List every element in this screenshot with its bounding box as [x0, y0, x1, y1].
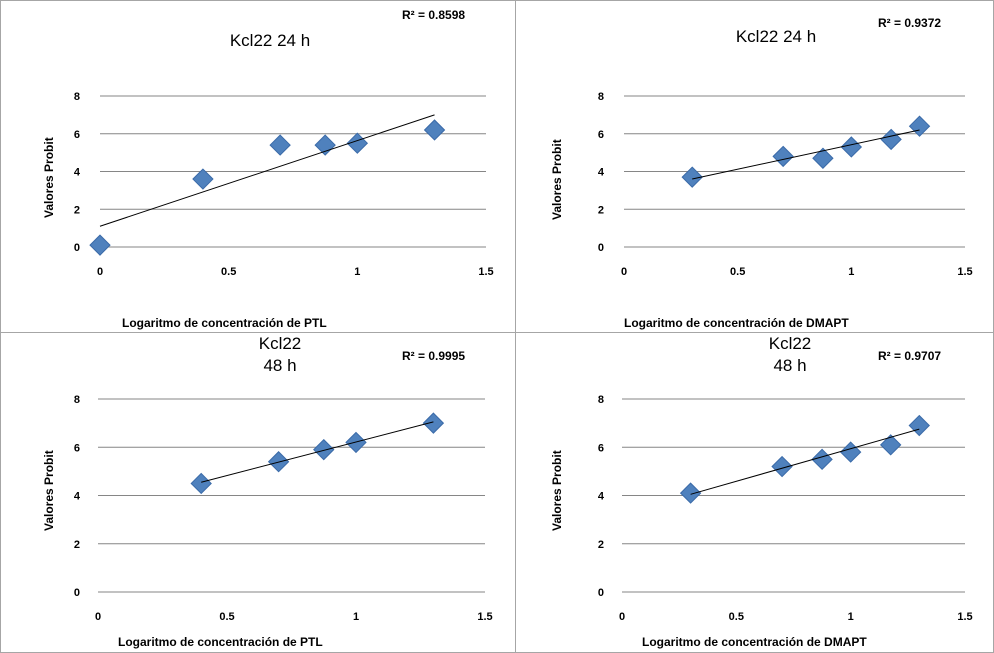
data-point: [679, 482, 702, 504]
y-tick-label: 6: [598, 129, 604, 141]
data-point: [314, 134, 336, 156]
x-tick-label: 0.5: [219, 611, 234, 623]
chart-panel-dmapt-48h: Kcl22 48 h R² = 0.9707 Valores Probit Lo…: [516, 333, 994, 653]
data-point: [879, 434, 902, 456]
r-squared-label: R² = 0.9372: [878, 16, 942, 30]
y-tick-label: 6: [74, 129, 80, 141]
chart-panel-ptl-48h: Kcl22 48 h R² = 0.9995 Valores Probit Lo…: [0, 333, 515, 653]
chart-title: Kcl22 48 h: [258, 334, 302, 375]
trendline: [201, 421, 434, 483]
data-point: [681, 166, 703, 188]
y-tick-label: 8: [74, 394, 80, 406]
chart-title: Kcl22 24 h: [735, 27, 817, 46]
data-point: [839, 441, 862, 463]
y-tick-label: 0: [74, 587, 80, 599]
plot-area: 0 2 4 6 8 0 0.5 1 1.5: [598, 91, 973, 278]
x-tick-label: 1: [848, 611, 854, 623]
r-squared-label: R² = 0.9707: [878, 349, 942, 363]
data-point: [812, 147, 834, 169]
y-tick-label: 0: [598, 587, 604, 599]
y-tick-label: 4: [598, 491, 605, 503]
x-tick-label: 1.5: [957, 611, 972, 623]
y-tick-label: 0: [598, 242, 604, 254]
x-tick-label: 1: [354, 266, 360, 278]
y-tick-label: 2: [598, 204, 604, 216]
x-tick-label: 0: [619, 611, 625, 623]
data-point: [313, 438, 335, 461]
plot-area: 0 2 4 6 8 0 0.5 1 1.5: [598, 394, 973, 623]
data-point: [269, 134, 291, 156]
y-tick-label: 8: [74, 91, 80, 103]
data-point: [423, 119, 446, 141]
y-tick-label: 4: [74, 167, 81, 179]
data-point: [771, 455, 793, 478]
y-tick-label: 2: [598, 539, 604, 551]
y-tick-label: 0: [74, 242, 80, 254]
plot-area: 0 2 4 6 8 0 0.5 1 1.5: [74, 91, 494, 278]
plot-area: 0 2 4 6 8 0 0.5 1 1.5: [74, 394, 493, 623]
r-squared-label: R² = 0.8598: [402, 8, 466, 22]
x-tick-label: 1.5: [477, 611, 492, 623]
y-tick-label: 8: [598, 394, 604, 406]
y-tick-label: 6: [74, 442, 80, 454]
y-tick-label: 6: [598, 442, 604, 454]
trendline: [99, 114, 435, 227]
chart-panel-dmapt-24h: Kcl22 24 h R² = 0.9372 Valores Probit Lo…: [516, 0, 994, 332]
data-point: [89, 234, 111, 256]
x-tick-label: 0: [97, 266, 103, 278]
x-axis-label: Logaritmo de concentración de DMAPT: [642, 635, 867, 649]
chart-panel-ptl-24h: Kcl22 24 h R² = 0.8598 Valores Probit Lo…: [0, 0, 515, 332]
x-tick-label: 0.5: [221, 266, 236, 278]
data-point: [190, 472, 212, 495]
y-tick-label: 4: [74, 491, 81, 503]
x-tick-label: 1: [353, 611, 359, 623]
r-squared-label: R² = 0.9995: [402, 349, 466, 363]
data-point: [880, 128, 902, 151]
trendline: [690, 428, 920, 495]
data-point: [840, 136, 863, 158]
y-tick-label: 2: [74, 539, 80, 551]
data-point: [908, 115, 931, 137]
data-point: [908, 414, 930, 437]
data-point: [811, 448, 833, 471]
x-tick-label: 0: [95, 611, 101, 623]
x-tick-label: 1: [848, 266, 854, 278]
data-point: [422, 412, 445, 434]
x-tick-label: 1.5: [957, 266, 972, 278]
x-axis-label: Logaritmo de concentración de PTL: [122, 316, 327, 330]
x-tick-label: 0.5: [729, 611, 744, 623]
x-tick-label: 1.5: [478, 266, 493, 278]
data-point: [772, 145, 794, 168]
y-tick-label: 4: [598, 167, 605, 179]
data-point: [346, 132, 369, 154]
x-axis-label: Logaritmo de concentración de DMAPT: [624, 316, 849, 330]
data-point: [192, 168, 214, 190]
y-tick-label: 2: [74, 204, 80, 216]
chart-title: Kcl22 24 h: [229, 31, 311, 50]
x-tick-label: 0.5: [730, 266, 745, 278]
x-axis-label: Logaritmo de concentración de PTL: [118, 635, 323, 649]
chart-title: Kcl22 48 h: [768, 334, 812, 375]
y-tick-label: 8: [598, 91, 604, 103]
trendline: [692, 129, 920, 180]
x-tick-label: 0: [621, 266, 627, 278]
